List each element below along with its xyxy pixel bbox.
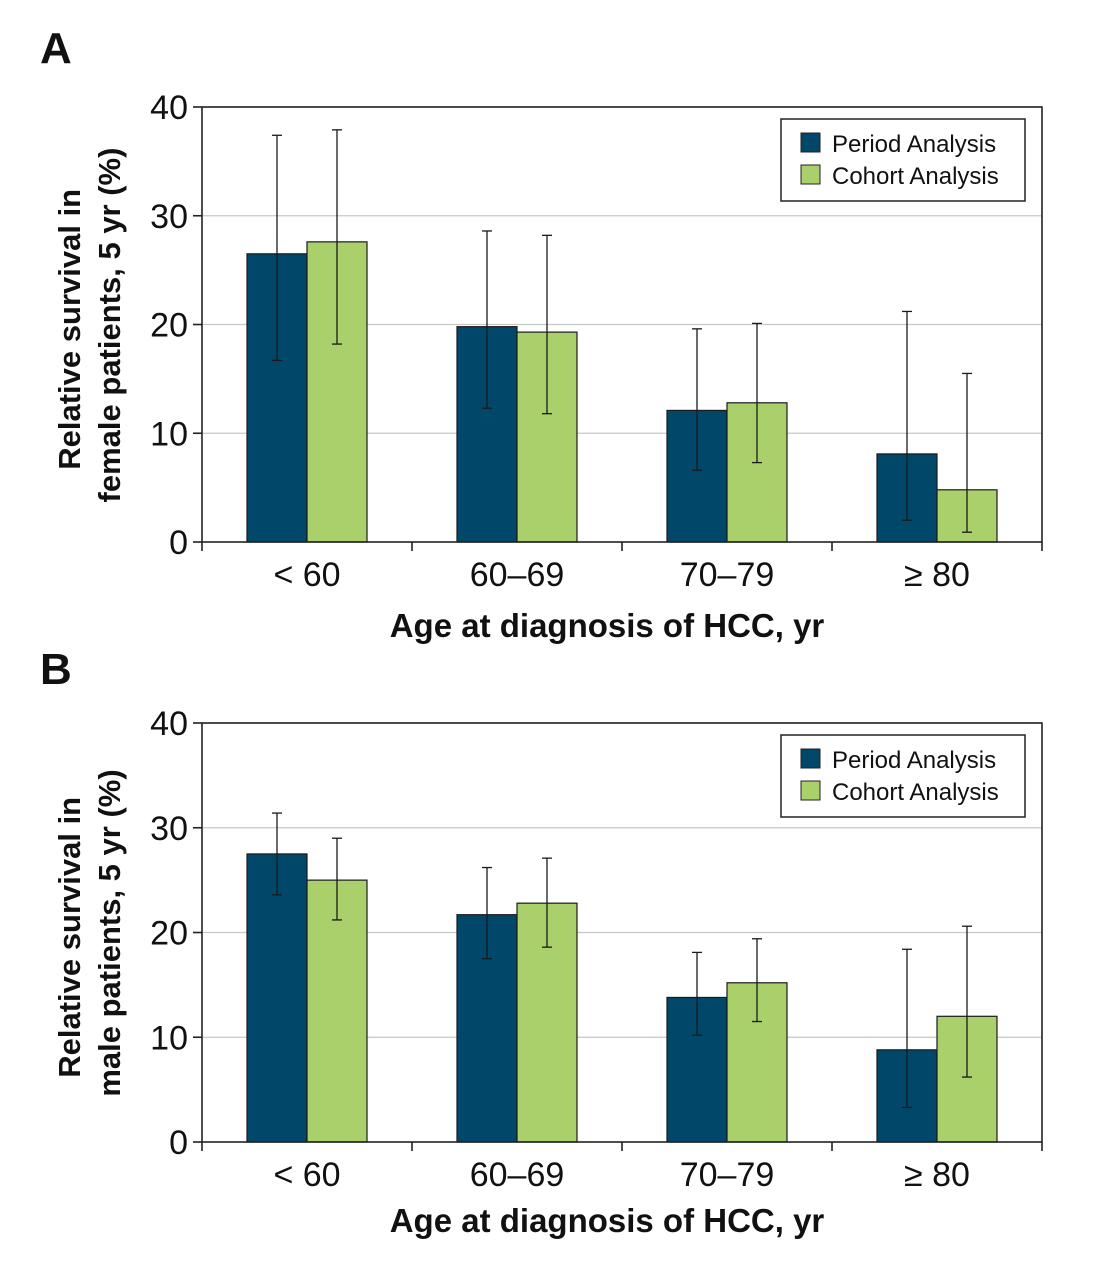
y-axis-label-line-2: female patients, 5 yr (%) bbox=[92, 148, 127, 503]
legend-swatch-cohort bbox=[800, 164, 821, 185]
y-axis-label-line-2: male patients, 5 yr (%) bbox=[92, 769, 127, 1096]
y-tick-label: 10 bbox=[150, 1019, 188, 1057]
x-tick-label: ≥ 80 bbox=[904, 1156, 970, 1194]
x-tick-label: < 60 bbox=[273, 556, 340, 594]
panel-b: B 0 10 20 30 40 < 60 60–69 70–79 ≥ 80 Age at di… bbox=[40, 645, 1043, 1239]
legend-swatch-period bbox=[800, 132, 821, 153]
axes bbox=[193, 106, 1043, 551]
legend: Period Analysis Cohort Analysis bbox=[780, 734, 1026, 818]
y-axis-label-line-1: Relative survival in bbox=[52, 797, 87, 1078]
y-axis-label: Relative survival in male patients, 5 yr… bbox=[52, 769, 127, 1096]
legend-swatch-period bbox=[800, 748, 821, 769]
y-axis-label: Relative survival in female patients, 5 … bbox=[52, 148, 127, 503]
y-tick-labels: 0 10 20 30 40 bbox=[150, 89, 188, 562]
y-tick-label: 20 bbox=[150, 307, 188, 345]
bars bbox=[246, 853, 998, 1143]
y-tick-label: 10 bbox=[150, 415, 188, 453]
x-tick-label: 60–69 bbox=[470, 1156, 565, 1194]
panel-letter-a: A bbox=[40, 24, 72, 73]
legend-label-cohort: Cohort Analysis bbox=[832, 163, 999, 190]
y-axis-label-line-1: Relative survival in bbox=[52, 189, 87, 470]
x-axis-label: Age at diagnosis of HCC, yr bbox=[390, 1202, 825, 1239]
legend: Period Analysis Cohort Analysis bbox=[780, 118, 1026, 202]
y-tick-label: 30 bbox=[150, 198, 188, 236]
error-bars bbox=[272, 812, 972, 1109]
panel-letter-b: B bbox=[40, 645, 72, 694]
y-tick-label: 40 bbox=[150, 89, 188, 127]
error-bars bbox=[272, 129, 972, 533]
legend-box bbox=[780, 118, 1026, 202]
y-tick-label: 0 bbox=[169, 1124, 188, 1162]
legend-label-period: Period Analysis bbox=[832, 747, 996, 774]
axes bbox=[193, 722, 1043, 1151]
x-tick-label: < 60 bbox=[273, 1156, 340, 1194]
legend-swatch-cohort bbox=[800, 780, 821, 801]
legend-label-period: Period Analysis bbox=[832, 131, 996, 158]
x-tick-label: 70–79 bbox=[680, 1156, 775, 1194]
x-tick-label: 70–79 bbox=[680, 556, 775, 594]
x-tick-labels: < 60 60–69 70–79 ≥ 80 bbox=[273, 556, 970, 594]
legend-box bbox=[780, 734, 1026, 818]
bar-cohort bbox=[306, 879, 368, 1143]
y-tick-label: 40 bbox=[150, 705, 188, 743]
bars bbox=[246, 241, 998, 543]
y-tick-label: 20 bbox=[150, 915, 188, 953]
y-tick-label: 30 bbox=[150, 810, 188, 848]
y-tick-labels: 0 10 20 30 40 bbox=[150, 705, 188, 1162]
x-tick-label: ≥ 80 bbox=[904, 556, 970, 594]
y-tick-label: 0 bbox=[169, 524, 188, 562]
bar-period bbox=[246, 853, 308, 1143]
legend-label-cohort: Cohort Analysis bbox=[832, 779, 999, 806]
panel-a: A 0 10 20 30 40 < 60 60–69 70–79 ≥ 80 Age at di… bbox=[40, 24, 1043, 644]
x-tick-label: 60–69 bbox=[470, 556, 565, 594]
x-tick-labels: < 60 60–69 70–79 ≥ 80 bbox=[273, 1156, 970, 1194]
x-axis-label: Age at diagnosis of HCC, yr bbox=[390, 607, 825, 644]
